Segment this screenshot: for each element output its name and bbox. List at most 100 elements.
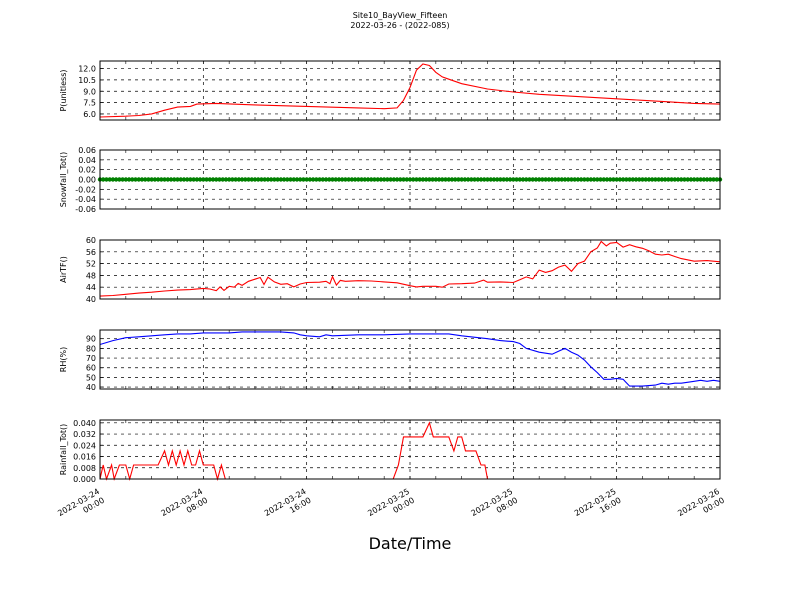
series-marker [649,177,655,182]
series-line [99,63,721,118]
series-marker [162,177,167,182]
series-marker [695,177,700,182]
y-tick-label: 56 [86,248,96,257]
series-marker [314,177,319,182]
series-marker [259,177,264,182]
series-marker [123,177,129,182]
series-marker [194,177,200,182]
x-tick-label: 2022-03-2600:00 [676,487,726,527]
series-marker [110,177,116,182]
panel-frame [99,60,721,121]
series-marker [485,177,490,182]
series-marker [488,177,493,182]
series-marker [236,177,242,182]
series-marker [278,177,284,182]
series-marker [524,177,529,182]
series-marker [294,177,300,182]
series-marker [511,177,516,182]
y-tick-label: 40 [86,295,96,304]
series-marker [656,177,661,182]
panel-frame [99,239,721,300]
series-marker [343,177,348,182]
series-marker [711,177,716,182]
series-marker [646,177,652,182]
series-marker [220,177,225,182]
series-marker [143,177,148,182]
series-marker [569,177,574,182]
series-marker [685,177,690,182]
y-tick-label: 52 [86,260,96,269]
series-marker [197,177,203,182]
y-tick-label: 0.024 [73,441,96,450]
series-marker [126,177,132,182]
series-marker [375,177,380,182]
series-marker [136,177,141,182]
y-tick-label: 0.06 [78,146,96,155]
series-marker [456,177,461,182]
series-marker [152,177,158,182]
series-marker [714,177,719,182]
series-marker [304,177,309,182]
series-marker [239,177,245,182]
series-marker [168,177,174,182]
series-marker [372,177,377,182]
series-marker [223,177,229,182]
series-marker [407,177,413,182]
series-marker [507,177,513,182]
series-marker [356,177,361,182]
y-axis-label: AirTF() [59,256,68,283]
series-marker [675,177,681,182]
y-tick-label: 0.040 [73,419,96,428]
series-marker [394,177,400,182]
panel-frame [99,419,721,480]
chart-title: Site10_BayView_Fifteen [352,11,448,20]
series-marker [637,177,642,182]
series-marker [620,177,626,182]
series-marker [139,177,145,182]
y-tick-label: 0.008 [73,464,96,473]
series-marker [688,177,694,182]
series-marker [249,177,254,182]
series-marker [210,177,216,182]
series-marker [385,177,390,182]
series-marker [701,177,707,182]
y-tick-label: 60 [86,236,96,245]
series-marker [352,177,358,182]
series-marker [214,177,219,182]
series-marker [562,177,568,182]
series-marker [391,177,397,182]
series-marker [411,177,416,182]
series-marker [272,177,277,182]
series-marker [159,177,164,182]
panel-frame [99,329,721,390]
y-tick-label: 0.00 [78,176,96,185]
y-tick-label: 9.0 [83,87,96,96]
x-tick-label: 2022-03-2416:00 [263,487,313,527]
y-axis-label: P(unitless) [59,69,68,111]
series-marker [310,177,316,182]
series-marker [617,177,623,182]
series-marker [517,177,522,182]
series-marker [339,177,345,182]
series-marker [165,177,171,182]
series-marker [349,177,355,182]
series-marker [691,177,697,182]
series-marker [401,177,406,182]
y-tick-label: 60 [86,364,96,373]
series-marker [443,177,448,182]
series-marker [288,177,293,182]
y-tick-label: 90 [86,335,96,344]
series-marker [498,177,503,182]
series-marker [204,177,209,182]
y-tick-label: 44 [86,283,96,292]
series-marker [362,177,367,182]
x-tick-label: 2022-03-2516:00 [573,487,623,527]
y-tick-label: 80 [86,344,96,353]
series-marker [643,177,648,182]
y-tick-label: 0.02 [78,166,96,175]
series-marker [298,177,303,182]
series-marker [172,177,177,182]
y-axis-label: Snowfall_Tot() [59,152,68,208]
series-marker [546,177,552,182]
